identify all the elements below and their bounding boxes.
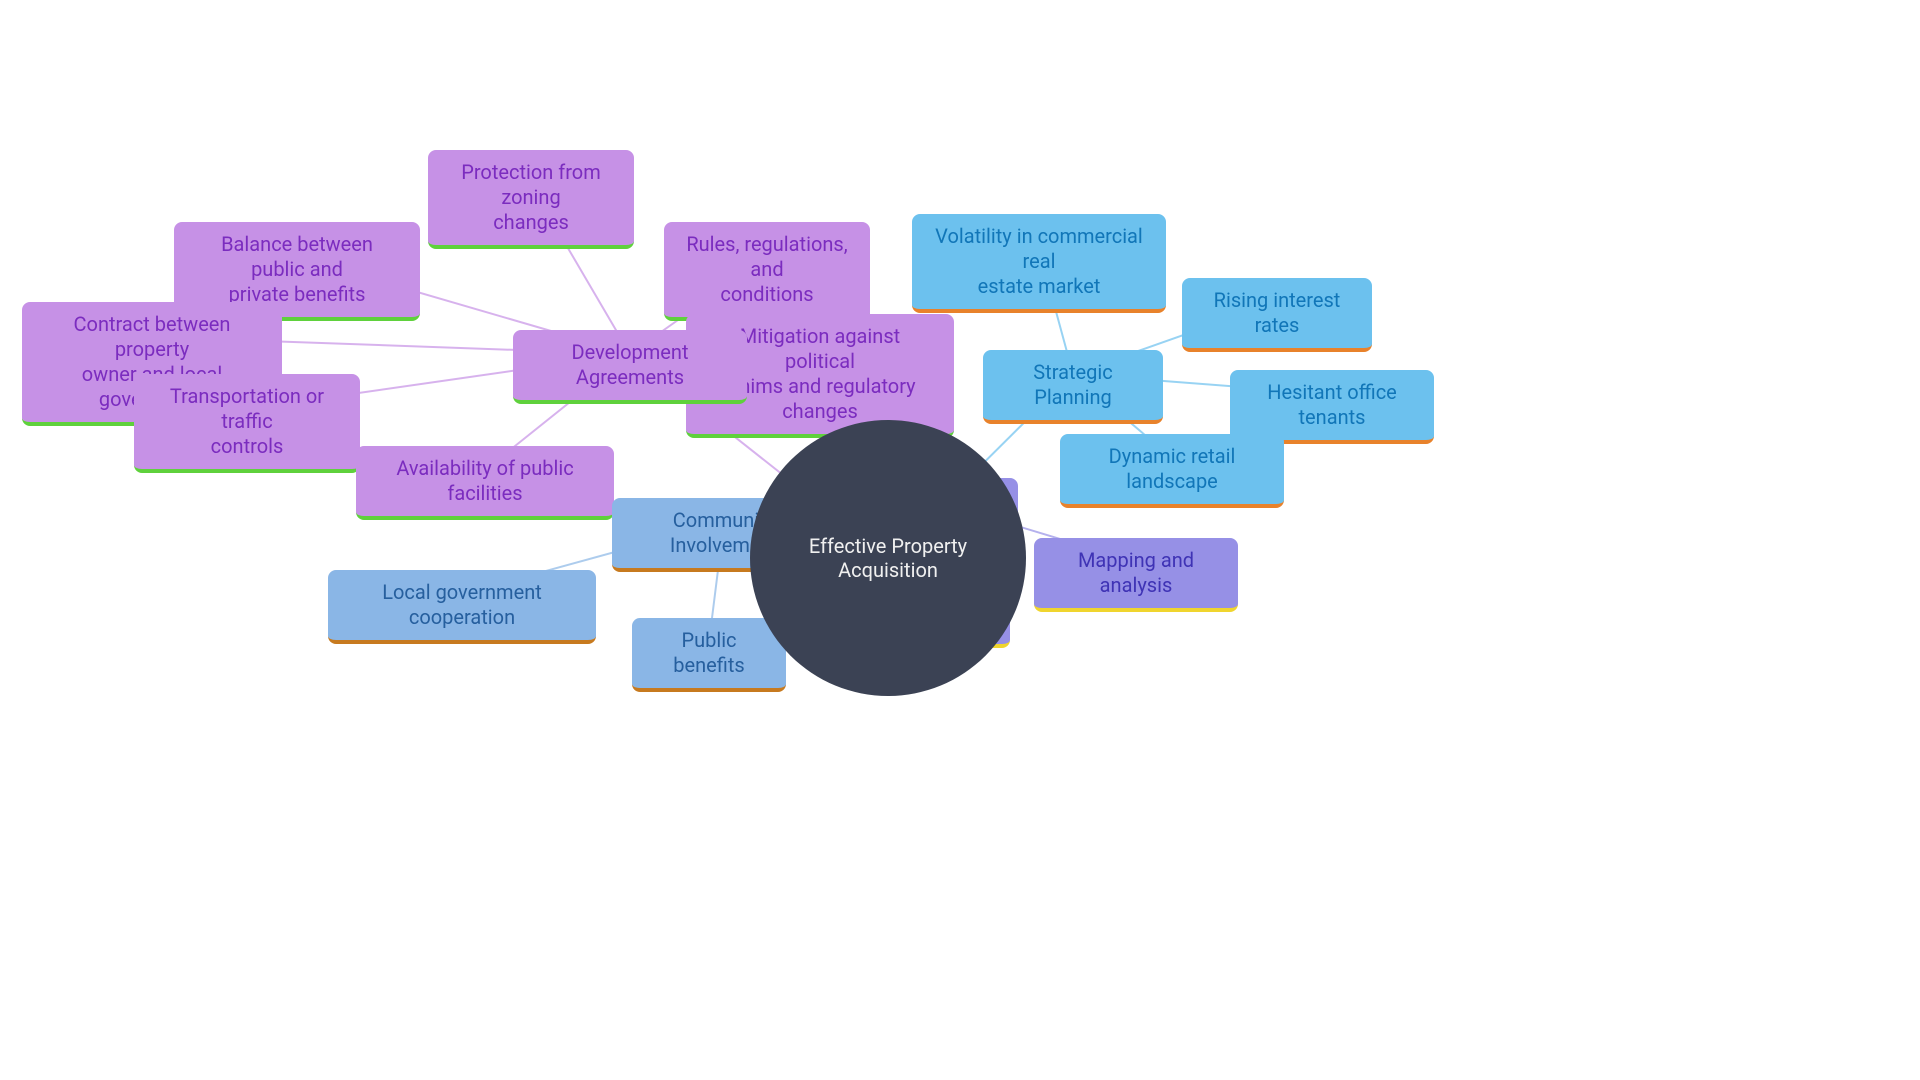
node-label: Local government cooperation	[346, 580, 578, 630]
leaf-node-da-transport: Transportation or traffic controls	[134, 374, 360, 473]
node-label: Effective Property Acquisition	[780, 534, 996, 582]
node-label: Transportation or traffic controls	[152, 384, 342, 459]
node-label: Strategic Planning	[1001, 360, 1145, 410]
leaf-node-sp-volatility: Volatility in commercial real estate mar…	[912, 214, 1166, 313]
leaf-node-ci-local: Local government cooperation	[328, 570, 596, 644]
node-label: Dynamic retail landscape	[1078, 444, 1266, 494]
center-node-center: Effective Property Acquisition	[750, 420, 1026, 696]
leaf-node-da-zoning: Protection from zoning changes	[428, 150, 634, 249]
leaf-node-da-facilities: Availability of public facilities	[356, 446, 614, 520]
leaf-node-sp-rates: Rising interest rates	[1182, 278, 1372, 352]
leaf-node-sp-tenants: Hesitant office tenants	[1230, 370, 1434, 444]
node-label: Rules, regulations, and conditions	[682, 232, 852, 307]
leaf-node-da-rules: Rules, regulations, and conditions	[664, 222, 870, 321]
leaf-node-ci-public: Public benefits	[632, 618, 786, 692]
branch-node-strategic-planning: Strategic Planning	[983, 350, 1163, 424]
leaf-node-gis-mapping: Mapping and analysis	[1034, 538, 1238, 612]
node-label: Development Agreements	[531, 340, 729, 390]
node-label: Volatility in commercial real estate mar…	[930, 224, 1148, 299]
leaf-node-sp-retail: Dynamic retail landscape	[1060, 434, 1284, 508]
branch-node-dev-agreements: Development Agreements	[513, 330, 747, 404]
node-label: Mapping and analysis	[1052, 548, 1220, 598]
node-label: Rising interest rates	[1200, 288, 1354, 338]
node-label: Hesitant office tenants	[1248, 380, 1416, 430]
node-label: Public benefits	[650, 628, 768, 678]
node-label: Protection from zoning changes	[446, 160, 616, 235]
node-label: Balance between public and private benef…	[192, 232, 402, 307]
node-label: Availability of public facilities	[374, 456, 596, 506]
